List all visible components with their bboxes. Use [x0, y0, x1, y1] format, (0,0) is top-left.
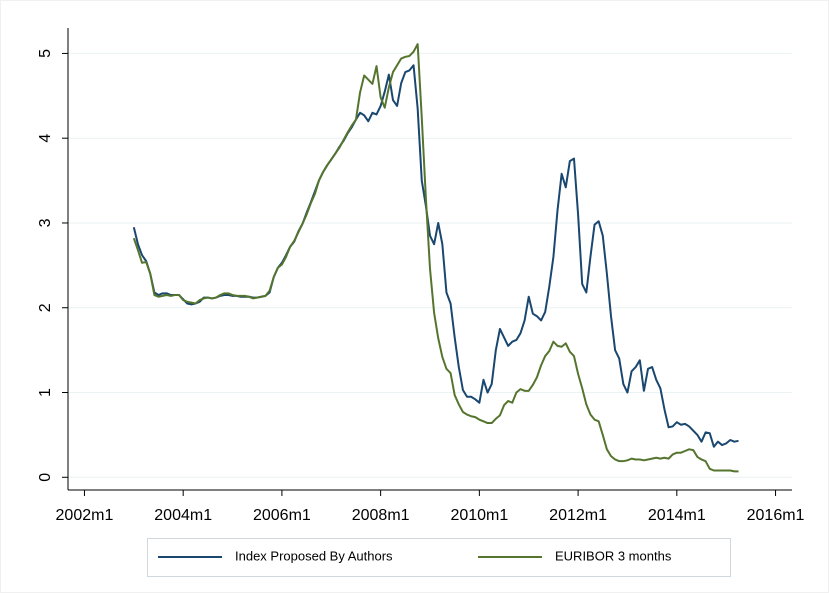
y-tick-label: 5 — [37, 49, 54, 58]
legend-label: EURIBOR 3 months — [555, 548, 672, 563]
y-tick-label: 1 — [37, 388, 54, 397]
x-tick-label: 2012m1 — [549, 507, 607, 524]
y-tick-label: 3 — [37, 218, 54, 227]
x-tick-label: 2008m1 — [352, 507, 410, 524]
x-tick-label: 2016m1 — [747, 507, 805, 524]
x-tick-label: 2006m1 — [253, 507, 311, 524]
y-tick-label: 4 — [37, 134, 54, 143]
x-tick-label: 2004m1 — [154, 507, 212, 524]
series-line — [132, 43, 739, 473]
x-tick-label: 2010m1 — [450, 507, 508, 524]
legend-label: Index Proposed By Authors — [235, 548, 393, 563]
legend-box — [147, 538, 731, 577]
y-tick-label: 2 — [37, 303, 54, 312]
x-tick-label: 2014m1 — [648, 507, 706, 524]
y-tick-label: 0 — [37, 473, 54, 482]
x-tick-label: 2002m1 — [56, 507, 114, 524]
